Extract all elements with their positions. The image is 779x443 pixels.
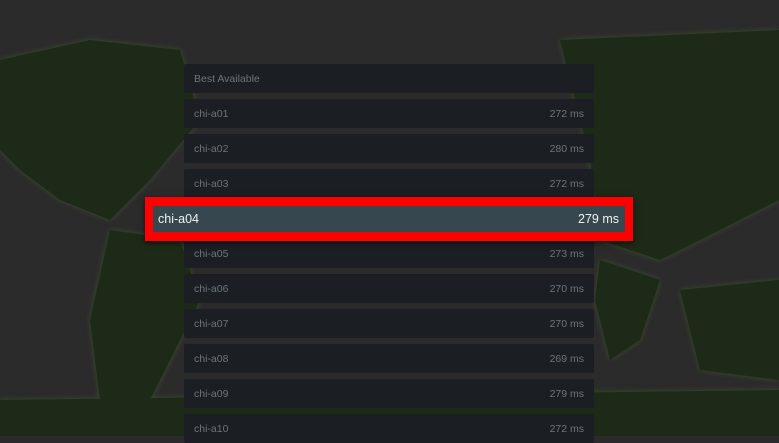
- server-name: chi-a02: [194, 142, 229, 155]
- server-ping: 270 ms: [549, 317, 584, 330]
- server-name: chi-a07: [194, 317, 229, 330]
- server-ping: 272 ms: [549, 107, 584, 120]
- server-row[interactable]: chi-a08 269 ms: [184, 344, 594, 373]
- server-ping: 270 ms: [549, 282, 584, 295]
- server-ping: 280 ms: [549, 142, 584, 155]
- server-ping: 273 ms: [549, 247, 584, 260]
- best-available-option[interactable]: Best Available: [184, 64, 594, 93]
- server-name: chi-a08: [194, 352, 229, 365]
- server-ping: 279 ms: [578, 212, 619, 226]
- server-name: chi-a05: [194, 247, 229, 260]
- server-row[interactable]: chi-a07 270 ms: [184, 309, 594, 338]
- server-name: chi-a03: [194, 177, 229, 190]
- server-ping: 279 ms: [549, 387, 584, 400]
- server-row[interactable]: chi-a06 270 ms: [184, 274, 594, 303]
- server-row[interactable]: chi-a03 272 ms: [184, 169, 594, 198]
- server-row[interactable]: chi-a01 272 ms: [184, 99, 594, 128]
- server-row[interactable]: chi-a10 272 ms: [184, 414, 594, 443]
- server-ping: 272 ms: [549, 422, 584, 435]
- server-name: chi-a04: [158, 212, 199, 226]
- server-name: chi-a06: [194, 282, 229, 295]
- server-ping: 269 ms: [549, 352, 584, 365]
- server-ping: 272 ms: [549, 177, 584, 190]
- option-label: Best Available: [194, 72, 260, 85]
- server-name: chi-a09: [194, 387, 229, 400]
- server-row[interactable]: chi-a05 273 ms: [184, 239, 594, 268]
- server-row[interactable]: chi-a09 279 ms: [184, 379, 594, 408]
- server-row[interactable]: chi-a02 280 ms: [184, 134, 594, 163]
- server-name: chi-a10: [194, 422, 229, 435]
- selected-server-row[interactable]: chi-a04 279 ms: [145, 197, 633, 241]
- server-name: chi-a01: [194, 107, 229, 120]
